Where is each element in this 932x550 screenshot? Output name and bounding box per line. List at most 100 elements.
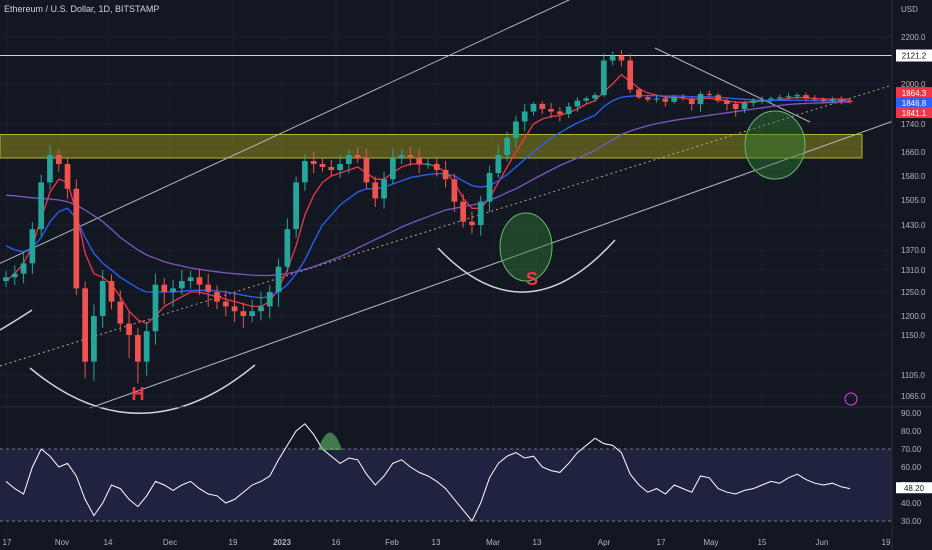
candle-body [372,182,379,199]
lightning-icon [844,392,858,406]
candle-body [337,164,343,170]
rsi-band [0,449,892,521]
y-tick-label: 1065.0 [901,392,926,401]
candle-body [530,104,537,112]
candle-body [310,161,317,164]
candle-body [680,97,686,99]
y-tick-label: 1505.0 [901,196,926,205]
channel-upper-line [0,0,571,264]
close-price-label: 1841.1 [902,109,927,118]
candle-body [662,98,669,102]
candle-body [706,94,713,96]
candlestick-series [3,50,853,384]
candle-body [143,331,150,362]
candle-body [354,155,361,158]
rsi-tick-label: 90.00 [901,409,922,418]
ema-line [5,73,850,325]
y-tick-label: 1105.0 [901,371,925,380]
head-arc [29,364,256,414]
y-tick-label: 1370.0 [901,246,926,255]
candle-body [565,106,572,114]
x-tick-label: 19 [229,538,238,547]
y-axis-unit: USD [901,5,918,14]
pattern-highlight-circle [744,110,806,180]
candle-body [82,288,88,362]
x-tick-label: May [703,538,718,547]
candle-body [231,306,238,312]
candle-body [29,229,36,264]
candle-body [64,164,71,189]
head-label: H [132,384,145,404]
candle-body [688,98,695,104]
x-tick-label: Dec [163,538,177,547]
x-tick-label: 17 [657,538,666,547]
candle-body [240,311,247,316]
candle-body [73,188,80,289]
candle-body [609,55,616,61]
y-tick-label: 1200.0 [901,312,926,321]
candle-body [117,301,124,324]
candle-body [319,164,326,167]
candle-body [539,104,546,109]
shoulder-arc-left [0,309,33,331]
trendline-down [654,47,811,123]
candle-body [469,221,475,225]
candle-body [829,99,836,101]
candle-body [776,97,783,99]
candle-body [697,94,704,104]
support-zone-rect [0,134,863,159]
candle-body [768,98,774,100]
rsi-tick-label: 40.00 [901,499,922,508]
candle-body [407,155,414,158]
candle-body [284,229,291,267]
rsi-last-value-tag [896,482,932,494]
channel-lower-line [89,121,893,409]
candle-body [785,96,792,98]
y-tick-label: 1580.0 [901,172,926,181]
candle-body [820,99,827,101]
x-tick-label: 17 [3,538,12,547]
candle-body [108,281,115,302]
y-tick-label: 1250.0 [901,288,926,297]
candle-body [794,95,801,97]
candle-body [11,273,18,278]
candle-body [433,164,440,170]
x-tick-label: 14 [104,538,113,547]
candle-body [20,263,27,274]
x-tick-label: 2023 [273,538,291,547]
candle-body [759,99,765,101]
ema-line [5,101,851,277]
rsi-line [5,423,851,522]
y-tick-label: 1310.0 [901,266,926,275]
candle-body [636,89,642,98]
candle-body [3,277,9,281]
candle-body [389,158,396,180]
moving-averages [5,73,851,325]
ema-fast-price-tag [896,87,932,99]
candle-body [486,173,493,202]
rsi-tick-label: 70.00 [901,445,922,454]
candle-body [548,109,554,112]
candle-body [381,179,387,199]
candle-body [222,301,229,307]
candle-body [715,95,721,101]
candle-body [363,158,370,183]
channel-midline [0,84,893,367]
x-tick-label: Jun [816,538,829,547]
candle-body [266,292,273,307]
rsi-last-value-label: 48.20 [904,484,925,493]
candle-body [847,100,853,102]
candle-body [451,179,458,202]
candle-body [346,155,352,164]
candle-body [258,306,264,312]
candle-body [416,158,423,164]
candle-body [600,60,607,96]
shoulder-arc-right [437,239,616,293]
candle-body [161,284,168,292]
x-tick-label: Mar [486,538,500,547]
annotations: HS [132,269,858,406]
ema-mid-price-label: 1846.8 [902,99,927,108]
